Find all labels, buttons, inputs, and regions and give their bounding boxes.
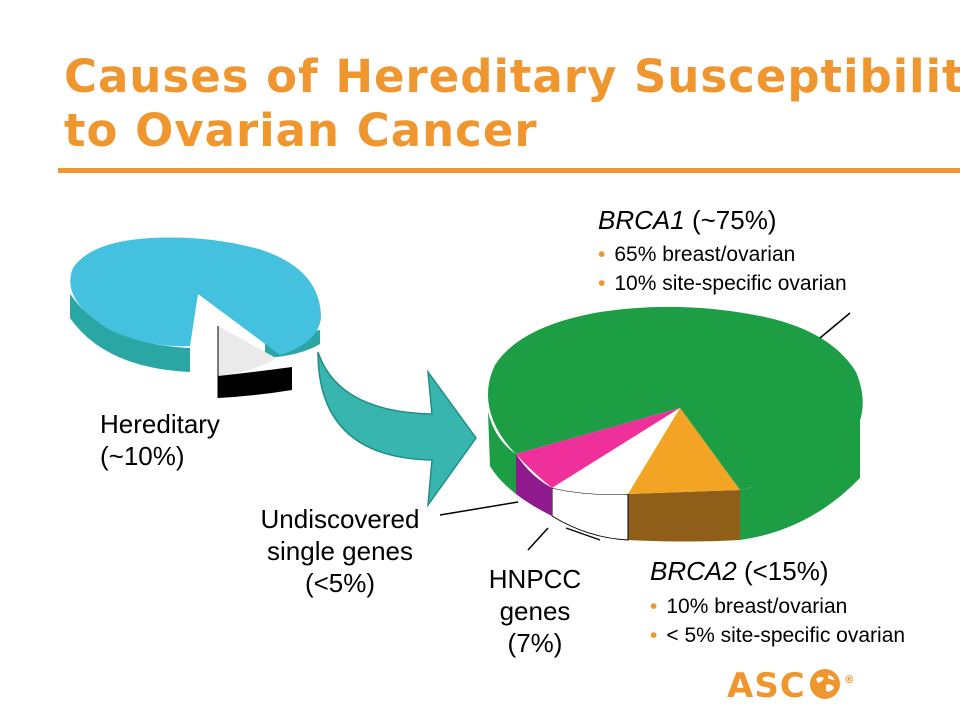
brca2-gene: BRCA2 [650,556,737,586]
brca1-heading: BRCA1 (~75%) [598,204,776,236]
brca2-pct: (<15%) [743,556,829,586]
registered-mark: ® [843,673,856,686]
brca2-side [628,490,740,542]
brca1-bullet: 10% site-specific ovarian [598,269,846,298]
globe-icon [809,669,840,699]
small-pie [70,237,321,398]
title-line-2: to Ovarian Cancer [64,104,538,157]
undiscovered-line3: (<5%) [304,568,376,598]
hereditary-wedge-side [218,367,292,398]
undiscovered-label: Undiscovered single genes (<5%) [240,503,440,599]
brca1-gene: BRCA1 [598,205,685,235]
hnpcc-pointer-2 [565,527,601,541]
hnpcc-label: HNPCC genes (7%) [455,563,615,659]
undiscovered-line1: Undiscovered [260,504,420,534]
title-line-1: Causes of Hereditary Susceptibility [64,50,960,103]
brca1-bullets: 65% breast/ovarian 10% site-specific ova… [598,240,847,298]
brca2-bullets: 10% breast/ovarian < 5% site-specific ov… [650,592,905,650]
hereditary-label-line1: Hereditary [100,409,220,439]
hnpcc-top [552,408,680,495]
brca2-heading: BRCA2 (<15%) [650,555,828,587]
hereditary-wedge-top [218,326,276,376]
brca1-bullet: 65% breast/ovarian [598,240,847,269]
hnpcc-line1: HNPCC [488,564,582,594]
small-pie-top [70,237,321,355]
brca1-pct: (~75%) [691,205,777,235]
undiscovered-pointer [439,501,519,516]
large-pie [487,306,863,542]
flow-arrow [317,351,477,508]
brca2-bullet: 10% breast/ovarian [650,592,905,621]
asco-logo: ASC ® [727,666,856,706]
undiscovered-line2: single genes [267,536,413,566]
brca2-bullet: < 5% site-specific ovarian [650,621,905,650]
hereditary-label: Hereditary (~10%) [100,408,220,472]
asco-logo-text: ASC [727,666,806,706]
hnpcc-pointer [527,527,549,551]
undiscovered-top [516,408,680,488]
hnpcc-line2: genes [499,596,571,626]
hereditary-label-line2: (~10%) [100,441,185,471]
hnpcc-line3: (7%) [507,628,563,658]
small-pie-side [70,294,190,372]
hnpcc-side [551,487,629,541]
undiscovered-side [516,454,552,516]
slide-title: Causes of Hereditary Susceptibility to O… [64,50,960,158]
brca1-top [487,306,863,490]
brca1-pointer [819,312,851,339]
brca2-top [628,408,740,494]
title-divider [58,168,960,173]
